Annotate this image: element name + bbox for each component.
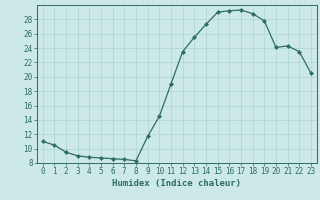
- X-axis label: Humidex (Indice chaleur): Humidex (Indice chaleur): [112, 179, 241, 188]
